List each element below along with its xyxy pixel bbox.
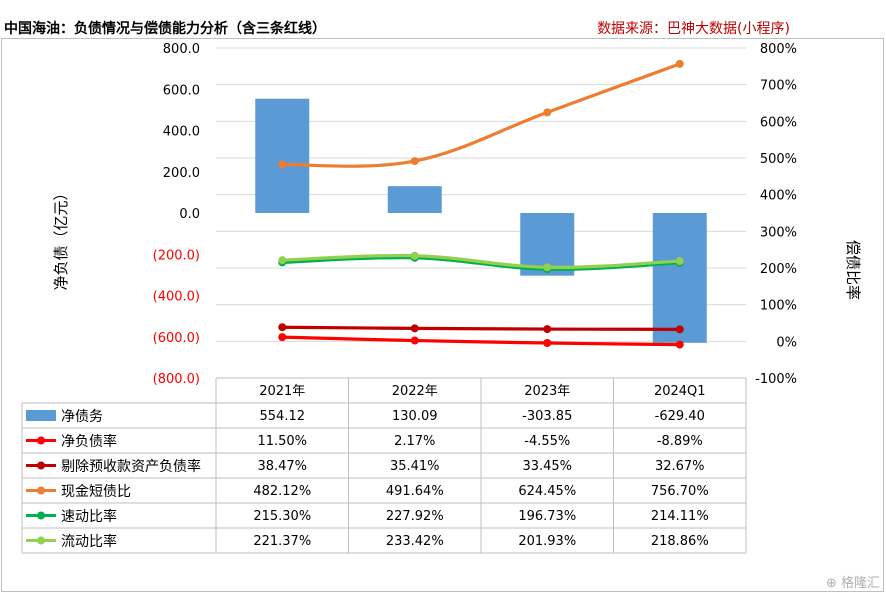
series-point	[675, 59, 684, 68]
table-cell: 218.86%	[651, 534, 709, 549]
table-cell: 11.50%	[257, 434, 307, 449]
table-cell: 233.42%	[386, 534, 444, 549]
right-tick-label: 300%	[760, 225, 797, 240]
table-cell: 491.64%	[386, 484, 444, 499]
data-source: 数据来源：巴神大数据(小程序)	[597, 21, 790, 37]
series-point	[278, 323, 287, 332]
series-point	[543, 339, 552, 348]
table-cell: 227.92%	[386, 509, 444, 524]
table-cell: 221.37%	[253, 534, 311, 549]
series-point	[543, 108, 552, 117]
legend-key-marker	[37, 436, 45, 445]
series-line-1	[282, 325, 680, 331]
table-cell: 201.93%	[518, 534, 576, 549]
table-cell: 214.11%	[651, 509, 709, 524]
series-point	[278, 160, 287, 169]
table-cell: 624.45%	[518, 484, 576, 499]
series-line-0	[282, 335, 680, 347]
table-cell: -303.85	[522, 409, 572, 424]
chart-title: 中国海油：负债情况与偿债能力分析（含三条红线）	[4, 21, 326, 37]
table-cell: 2.17%	[394, 434, 435, 449]
bar-0	[255, 98, 310, 213]
right-tick-label: 600%	[760, 115, 797, 130]
legend-key-marker	[37, 536, 45, 545]
table-cell: 38.47%	[257, 459, 307, 474]
table-cell: 33.45%	[522, 459, 572, 474]
series-point	[543, 263, 552, 272]
right-tick-label: 400%	[760, 189, 797, 204]
right-tick-label: 800%	[760, 42, 797, 57]
legend-label: 现金短债比	[61, 484, 131, 500]
left-tick-label: 600.0	[163, 83, 200, 98]
left-tick-label: (800.0)	[153, 372, 200, 387]
legend-key-marker	[37, 511, 45, 520]
right-tick-label: -100%	[755, 372, 797, 387]
legend-label: 净负债率	[61, 433, 117, 450]
watermark-logo-icon: ⊕	[825, 576, 837, 591]
table-cell: 32.67%	[655, 459, 705, 474]
legend-label: 净债务	[61, 409, 103, 425]
legend-key-marker	[37, 461, 45, 470]
legend-label: 流动比率	[61, 533, 117, 550]
category-label: 2021年	[259, 384, 305, 399]
right-tick-label: 200%	[760, 262, 797, 277]
right-tick-label: 500%	[760, 152, 797, 167]
table-cell: -629.40	[655, 409, 705, 424]
left-tick-label: (200.0)	[153, 248, 200, 263]
legend-label: 速动比率	[61, 508, 117, 525]
left-axis-title: 净负债（亿元）	[52, 185, 70, 290]
left-tick-label: (600.0)	[153, 331, 200, 346]
left-tick-label: 800.0	[163, 42, 200, 57]
series-point	[410, 251, 419, 260]
series-line-3	[282, 255, 680, 271]
table-cell: 756.70%	[651, 484, 709, 499]
series-line-4	[282, 253, 680, 269]
series-point	[410, 336, 419, 345]
series-point	[278, 256, 287, 265]
series-point	[410, 324, 419, 333]
table-cell: 35.41%	[390, 459, 440, 474]
series-point	[543, 325, 552, 334]
table-cell: -8.89%	[657, 434, 703, 449]
left-tick-label: 0.0	[179, 207, 200, 222]
table-cell: 130.09	[392, 409, 438, 424]
table-cell: 554.12	[260, 409, 306, 424]
table-cell: 215.30%	[253, 509, 311, 524]
right-tick-label: 100%	[760, 299, 797, 314]
watermark: ⊕ 格隆汇	[826, 572, 880, 591]
watermark-text: 格隆汇	[840, 576, 880, 591]
category-label: 2022年	[392, 384, 438, 399]
table-cell: -4.55%	[524, 434, 570, 449]
bar-3	[652, 213, 707, 343]
series-point	[410, 157, 419, 166]
series-point	[675, 325, 684, 334]
legend-key-bar	[26, 410, 56, 421]
legend-key-marker	[37, 486, 45, 495]
right-tick-label: 700%	[760, 79, 797, 94]
chart-frame	[1, 38, 884, 592]
series-point	[675, 340, 684, 349]
left-tick-label: 400.0	[163, 125, 200, 140]
series-point	[278, 333, 287, 342]
table-cell: 196.73%	[518, 509, 576, 524]
table-cell: 482.12%	[253, 484, 311, 499]
series-point	[675, 257, 684, 266]
left-tick-label: 200.0	[163, 166, 200, 181]
series-line-2	[282, 62, 681, 168]
left-tick-label: (400.0)	[153, 290, 200, 305]
category-label: 2024Q1	[654, 384, 706, 399]
category-label: 2023年	[524, 384, 570, 399]
right-tick-label: 0%	[776, 335, 797, 350]
right-axis-title: 偿债比率	[844, 240, 862, 300]
bar-1	[387, 186, 442, 213]
legend-label: 剔除预收款资产负债率	[61, 458, 201, 475]
